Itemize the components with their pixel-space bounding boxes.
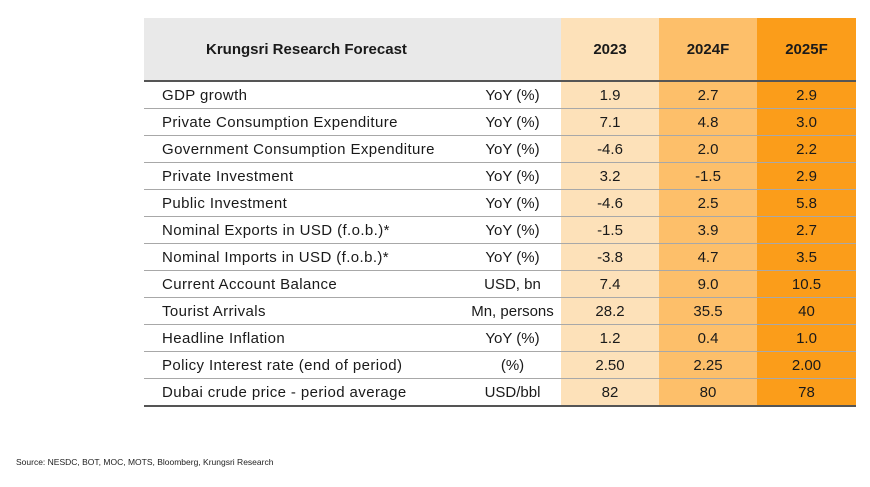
table-row: Tourist Arrivals Mn, persons 28.2 35.5 40 (144, 297, 856, 325)
value-cell-2023: -3.8 (561, 243, 659, 271)
indicator-cell: Current Account Balance (144, 270, 464, 298)
source-note: Source: NESDC, BOT, MOC, MOTS, Bloomberg… (16, 457, 274, 467)
indicator-cell: Nominal Exports in USD (f.o.b.)* (144, 216, 464, 244)
indicator-cell: Private Investment (144, 162, 464, 190)
value-cell-2023: -4.6 (561, 189, 659, 217)
value-cell-2025f: 2.9 (757, 162, 856, 190)
value-cell-2023: 2.50 (561, 351, 659, 379)
table-row: GDP growth YoY (%) 1.9 2.7 2.9 (144, 81, 856, 109)
value-cell-2024f: -1.5 (659, 162, 757, 190)
value-cell-2024f: 2.7 (659, 81, 757, 109)
unit-cell: USD/bbl (464, 378, 561, 407)
table-row: Dubai crude price - period average USD/bb… (144, 378, 856, 407)
table-row: Public Investment YoY (%) -4.6 2.5 5.8 (144, 189, 856, 217)
value-cell-2025f: 78 (757, 378, 856, 407)
indicator-cell: Headline Inflation (144, 324, 464, 352)
value-cell-2024f: 35.5 (659, 297, 757, 325)
indicator-cell: GDP growth (144, 81, 464, 109)
value-cell-2025f: 40 (757, 297, 856, 325)
indicator-cell: Dubai crude price - period average (144, 378, 464, 407)
table-row: Private Investment YoY (%) 3.2 -1.5 2.9 (144, 162, 856, 190)
value-cell-2025f: 2.00 (757, 351, 856, 379)
table-row: Policy Interest rate (end of period) (%) 2… (144, 351, 856, 379)
unit-cell: YoY (%) (464, 81, 561, 109)
value-cell-2024f: 80 (659, 378, 757, 407)
value-cell-2025f: 1.0 (757, 324, 856, 352)
unit-cell: USD, bn (464, 270, 561, 298)
year-header-2024f: 2024F (659, 18, 757, 82)
table-row: Headline Inflation YoY (%) 1.2 0.4 1.0 (144, 324, 856, 352)
value-cell-2024f: 4.8 (659, 108, 757, 136)
value-cell-2024f: 2.5 (659, 189, 757, 217)
value-cell-2023: 82 (561, 378, 659, 407)
unit-cell: YoY (%) (464, 216, 561, 244)
value-cell-2025f: 3.5 (757, 243, 856, 271)
table-row: Government Consumption Expenditure YoY (%… (144, 135, 856, 163)
value-cell-2025f: 2.2 (757, 135, 856, 163)
value-cell-2024f: 3.9 (659, 216, 757, 244)
table-row: Current Account Balance USD, bn 7.4 9.0 10.5 (144, 270, 856, 298)
table-header-row: Krungsri Research Forecast 2023 2024F 20… (144, 18, 856, 82)
value-cell-2025f: 3.0 (757, 108, 856, 136)
table-body: GDP growth YoY (%) 1.9 2.7 2.9 Private Consum… (144, 81, 856, 407)
value-cell-2023: 7.4 (561, 270, 659, 298)
value-cell-2023: -4.6 (561, 135, 659, 163)
value-cell-2025f: 2.9 (757, 81, 856, 109)
value-cell-2023: -1.5 (561, 216, 659, 244)
unit-cell: YoY (%) (464, 162, 561, 190)
year-header-2025f: 2025F (757, 18, 856, 82)
forecast-table: Krungsri Research Forecast 2023 2024F 20… (144, 18, 856, 407)
value-cell-2023: 3.2 (561, 162, 659, 190)
table-row: Nominal Imports in USD (f.o.b.)* YoY (%) -… (144, 243, 856, 271)
unit-header-cell (464, 18, 561, 82)
indicator-cell: Government Consumption Expenditure (144, 135, 464, 163)
value-cell-2023: 1.2 (561, 324, 659, 352)
table-title: Krungsri Research Forecast (144, 18, 464, 82)
unit-cell: YoY (%) (464, 135, 561, 163)
value-cell-2025f: 5.8 (757, 189, 856, 217)
indicator-cell: Private Consumption Expenditure (144, 108, 464, 136)
value-cell-2024f: 4.7 (659, 243, 757, 271)
unit-cell: YoY (%) (464, 243, 561, 271)
value-cell-2024f: 2.0 (659, 135, 757, 163)
value-cell-2024f: 9.0 (659, 270, 757, 298)
unit-cell: YoY (%) (464, 324, 561, 352)
indicator-cell: Tourist Arrivals (144, 297, 464, 325)
indicator-cell: Policy Interest rate (end of period) (144, 351, 464, 379)
unit-cell: Mn, persons (464, 297, 561, 325)
table-row: Nominal Exports in USD (f.o.b.)* YoY (%) -… (144, 216, 856, 244)
value-cell-2023: 1.9 (561, 81, 659, 109)
unit-cell: YoY (%) (464, 189, 561, 217)
unit-cell: YoY (%) (464, 108, 561, 136)
value-cell-2023: 7.1 (561, 108, 659, 136)
value-cell-2025f: 2.7 (757, 216, 856, 244)
value-cell-2025f: 10.5 (757, 270, 856, 298)
value-cell-2023: 28.2 (561, 297, 659, 325)
indicator-cell: Nominal Imports in USD (f.o.b.)* (144, 243, 464, 271)
table-row: Private Consumption Expenditure YoY (%) 7.… (144, 108, 856, 136)
value-cell-2024f: 2.25 (659, 351, 757, 379)
year-header-2023: 2023 (561, 18, 659, 82)
value-cell-2024f: 0.4 (659, 324, 757, 352)
unit-cell: (%) (464, 351, 561, 379)
indicator-cell: Public Investment (144, 189, 464, 217)
